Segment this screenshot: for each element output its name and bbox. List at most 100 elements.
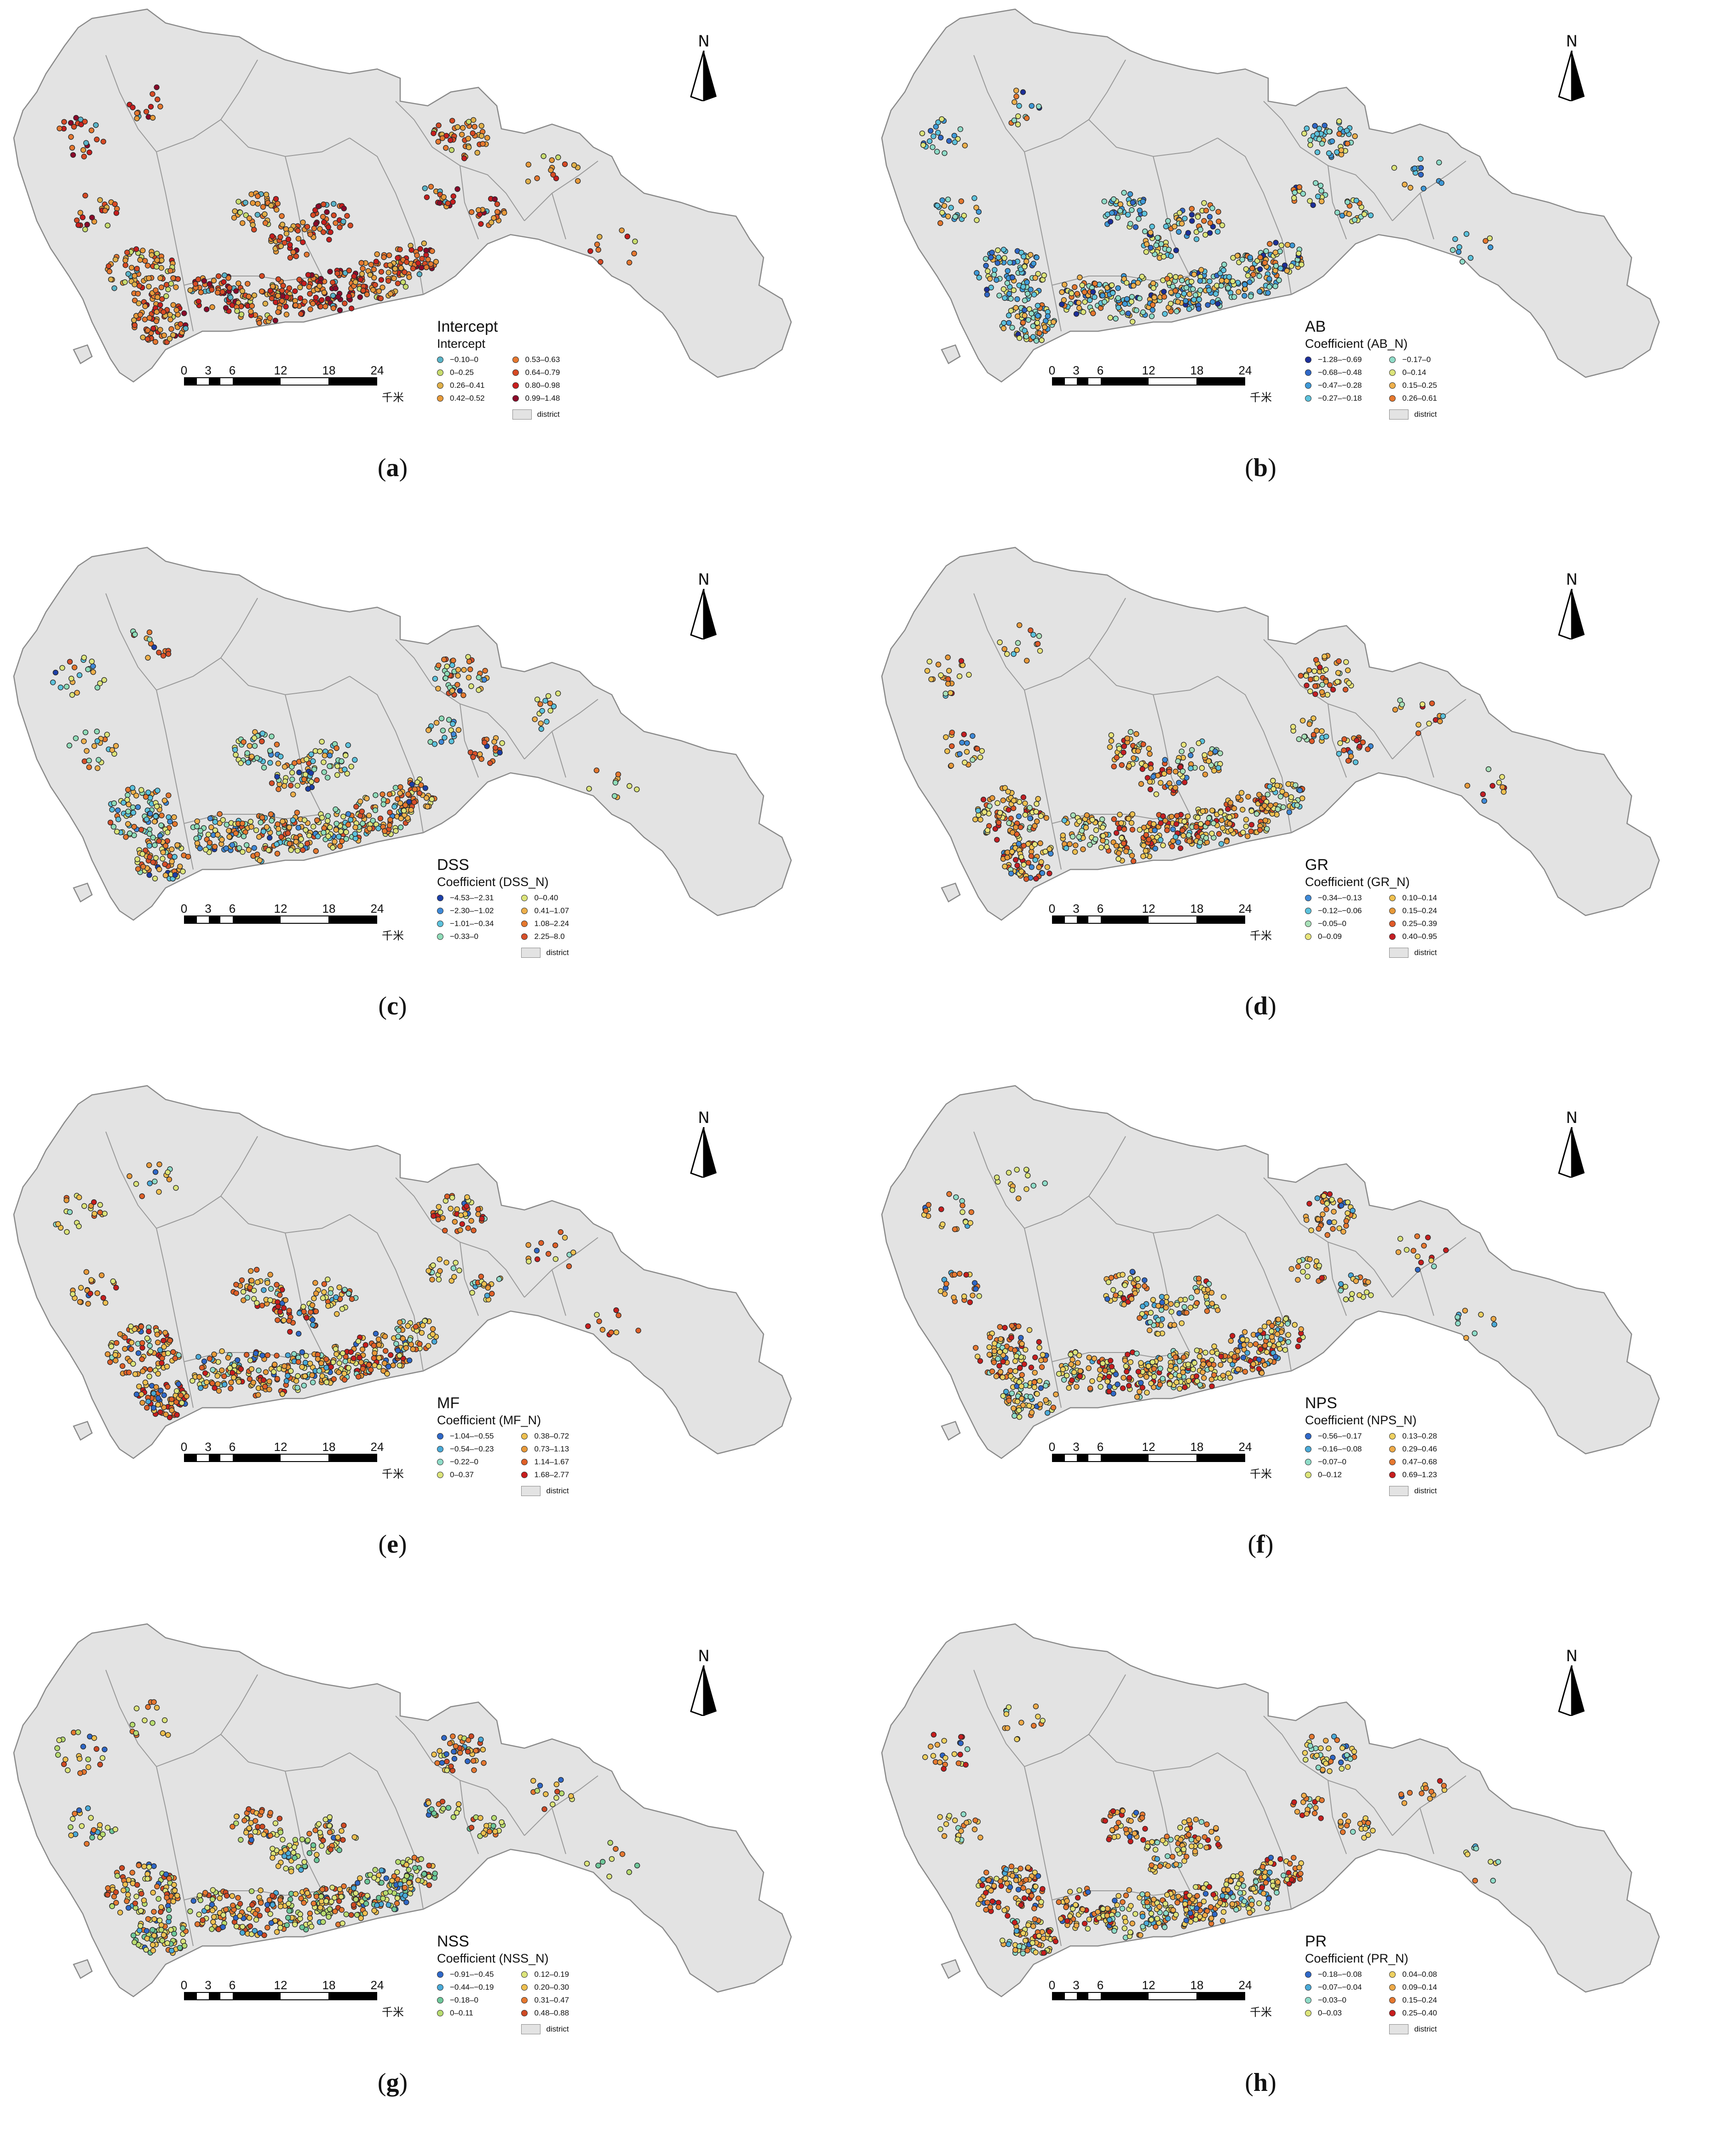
sample-point xyxy=(323,1356,329,1362)
sample-point xyxy=(1311,668,1317,674)
sample-point xyxy=(242,200,248,206)
sample-point xyxy=(967,1220,973,1226)
sample-point xyxy=(1261,803,1268,809)
sample-point xyxy=(286,285,293,291)
sample-point xyxy=(1077,1368,1083,1374)
sample-point xyxy=(450,721,456,727)
sample-point xyxy=(410,265,416,271)
sample-point xyxy=(236,1379,242,1385)
sample-point xyxy=(1426,720,1432,726)
sample-point xyxy=(1020,284,1026,290)
sample-point xyxy=(465,1225,471,1231)
sample-point xyxy=(372,282,378,288)
sample-point xyxy=(137,257,143,263)
sample-point xyxy=(162,872,169,878)
legend-label: 0–0.40 xyxy=(534,893,558,902)
sample-point xyxy=(1314,728,1320,734)
sample-point xyxy=(1189,279,1195,285)
sample-point xyxy=(167,818,173,825)
sample-point xyxy=(280,818,286,824)
sample-point xyxy=(158,265,164,271)
district-boundary xyxy=(1153,1232,1190,1353)
sample-point xyxy=(148,1348,154,1354)
district-boundary xyxy=(285,156,322,276)
sample-point xyxy=(1196,740,1202,746)
sample-point xyxy=(470,130,476,136)
sample-point xyxy=(256,320,262,326)
sample-point xyxy=(1019,1372,1025,1378)
scale-segment xyxy=(233,378,281,385)
sample-point xyxy=(159,812,165,818)
legend-swatch xyxy=(1389,933,1396,940)
sample-point xyxy=(122,279,128,285)
legend-label: 0–0.09 xyxy=(1318,932,1342,941)
sample-point xyxy=(167,317,173,322)
sample-point xyxy=(269,233,275,239)
panel-caption: (d) xyxy=(1245,992,1276,1020)
sample-point xyxy=(1120,1385,1126,1391)
sample-point xyxy=(1282,1347,1288,1353)
scale-segment xyxy=(233,916,281,923)
sample-point xyxy=(1264,1349,1270,1355)
sample-point xyxy=(262,300,268,307)
sample-point xyxy=(227,1365,233,1371)
sample-point xyxy=(1124,735,1130,742)
sample-point xyxy=(1142,1277,1148,1283)
north-label: N xyxy=(1566,32,1578,51)
sample-point xyxy=(372,1350,378,1356)
sample-point xyxy=(238,760,244,766)
sample-point xyxy=(122,262,128,268)
sample-point xyxy=(1014,647,1020,653)
sample-point xyxy=(134,856,140,862)
sample-point xyxy=(443,675,448,681)
sample-point xyxy=(1415,730,1421,736)
sample-point xyxy=(152,875,158,881)
sample-point xyxy=(215,832,221,838)
sample-point xyxy=(1045,313,1051,319)
sample-point xyxy=(935,662,942,668)
sample-point xyxy=(958,198,964,204)
sample-point xyxy=(1274,783,1280,789)
sample-point xyxy=(1162,757,1168,763)
sample-point xyxy=(1204,1308,1210,1314)
sample-point xyxy=(158,1387,164,1393)
sample-point xyxy=(937,134,944,141)
sample-point xyxy=(1022,264,1028,270)
sample-point xyxy=(558,1229,564,1235)
sample-point xyxy=(1138,781,1144,787)
sample-point xyxy=(330,293,336,299)
sample-point xyxy=(94,728,100,735)
sample-point xyxy=(208,824,214,830)
sample-point xyxy=(325,1303,331,1309)
sample-point xyxy=(1099,816,1105,823)
sample-point xyxy=(1108,732,1114,738)
sample-point xyxy=(1228,827,1234,833)
sample-point xyxy=(174,842,180,848)
sample-point xyxy=(460,692,466,698)
legend-swatch xyxy=(521,908,528,914)
sample-point xyxy=(262,211,268,217)
sample-point xyxy=(63,684,70,690)
sample-point xyxy=(359,808,365,814)
sample-point xyxy=(386,822,393,829)
sample-point xyxy=(542,698,548,704)
sample-point xyxy=(311,1295,317,1301)
sample-point xyxy=(254,212,260,218)
sample-point xyxy=(1032,275,1038,281)
sample-point xyxy=(425,1268,431,1274)
sample-point xyxy=(109,747,115,753)
sample-point xyxy=(1144,241,1150,247)
sample-point xyxy=(612,780,619,786)
sample-point xyxy=(1140,741,1146,747)
sample-point xyxy=(352,757,358,763)
sample-point xyxy=(341,1377,348,1383)
legend-item: −0.54–−0.23 xyxy=(437,1444,494,1455)
sample-point xyxy=(82,729,89,736)
legend-label: −0.34–−0.13 xyxy=(1318,893,1362,902)
sample-point xyxy=(104,731,110,737)
sample-point xyxy=(1263,248,1269,254)
sample-point xyxy=(310,758,316,764)
sample-point xyxy=(1211,768,1217,774)
scale-segment xyxy=(196,1455,209,1461)
legend-title: Intercept xyxy=(437,318,498,335)
